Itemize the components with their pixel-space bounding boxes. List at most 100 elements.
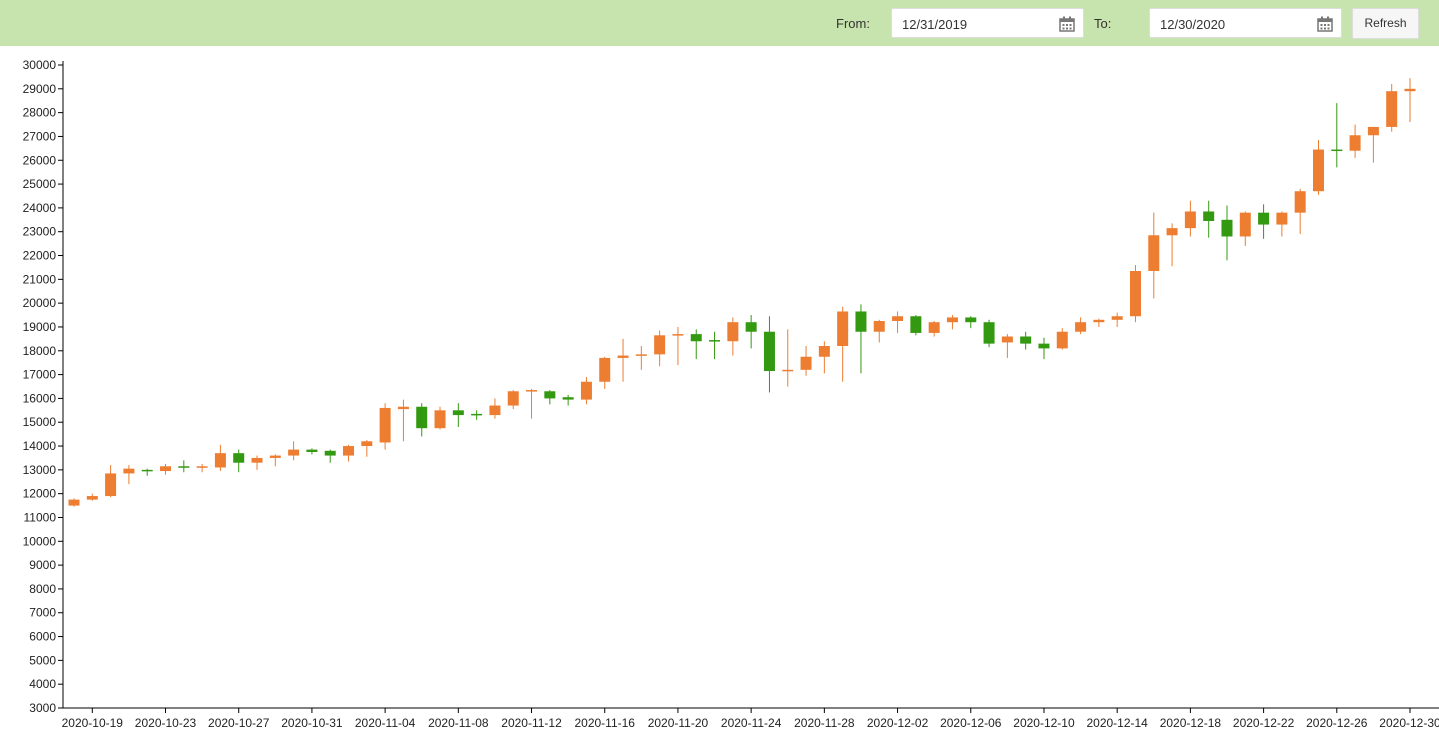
x-tick-label: 2020-11-24: [721, 716, 782, 730]
candle-body: [160, 466, 172, 472]
candle-body: [178, 466, 190, 468]
candle-body: [251, 457, 263, 463]
candle-body: [873, 321, 885, 332]
candle-body: [855, 311, 867, 332]
candle-body: [544, 391, 556, 399]
candle-body: [580, 381, 592, 400]
toolbar: From: 12/31/2019 To: 12/30/2020 Refresh: [0, 0, 1439, 46]
from-date-input[interactable]: 12/31/2019: [891, 8, 1084, 38]
candle-body: [690, 334, 702, 342]
y-tick-label: 26000: [23, 153, 57, 167]
candle-body: [1331, 149, 1343, 152]
x-tick-label: 2020-12-30: [1379, 716, 1439, 730]
candle-body: [214, 453, 226, 468]
x-tick-label: 2020-12-22: [1233, 716, 1295, 730]
x-tick-label: 2020-11-08: [428, 716, 489, 730]
to-date-input[interactable]: 12/30/2020: [1149, 8, 1342, 38]
to-label: To:: [1094, 16, 1112, 31]
candle-body: [416, 406, 428, 429]
from-date: 12/31/2019: [902, 17, 968, 32]
candle-body: [800, 356, 812, 370]
candle-body: [727, 322, 739, 342]
x-tick-label: 2020-11-20: [648, 716, 709, 730]
candle-body: [452, 410, 464, 416]
x-tick-label: 2020-10-27: [208, 716, 270, 730]
x-tick-label: 2020-11-04: [355, 716, 416, 730]
x-tick-label: 2020-12-06: [940, 716, 1002, 730]
x-tick-label: 2020-12-18: [1160, 716, 1222, 730]
candle-body: [1129, 270, 1141, 317]
y-tick-label: 29000: [23, 82, 57, 96]
y-tick-label: 30000: [23, 58, 57, 72]
y-tick-label: 14000: [23, 439, 57, 453]
candle-body: [1258, 212, 1270, 225]
candle-body: [1386, 91, 1398, 127]
candle-body: [1294, 191, 1306, 213]
candle-body: [1075, 322, 1087, 332]
candle-body: [818, 346, 830, 357]
y-tick-label: 18000: [23, 344, 57, 358]
candle-body: [617, 355, 629, 358]
x-tick-label: 2020-12-26: [1306, 716, 1368, 730]
candle-body: [1349, 135, 1361, 151]
y-tick-label: 15000: [23, 415, 57, 429]
candle-body: [1038, 343, 1050, 349]
candlestick-chart: 3000 4000 5000 6000 7000 8000 9000 10000 11000 12…: [23, 58, 1439, 730]
x-tick-label: 2020-11-12: [501, 716, 562, 730]
candle-body: [1239, 212, 1251, 237]
candle-body: [489, 405, 501, 416]
candle-body: [1221, 219, 1233, 237]
y-tick-label: 11000: [24, 510, 57, 524]
candle-body: [105, 473, 117, 497]
candle-body: [141, 469, 153, 472]
candle-body: [306, 449, 318, 452]
candle-body: [965, 317, 977, 323]
y-tick-label: 6000: [29, 630, 56, 644]
y-tick-label: 10000: [23, 534, 57, 548]
candle-body: [123, 468, 135, 474]
x-tick-label: 2020-11-28: [794, 716, 855, 730]
x-tick-label: 2020-11-16: [574, 716, 635, 730]
y-tick-label: 3000: [29, 701, 56, 715]
x-tick-label: 2020-10-31: [281, 716, 343, 730]
y-tick-label: 4000: [29, 677, 56, 691]
y-tick-label: 20000: [23, 296, 57, 310]
candle-body: [379, 407, 391, 443]
candle-body: [68, 499, 80, 506]
candle-body: [837, 311, 849, 347]
candle-body: [635, 354, 647, 356]
to-date: 12/30/2020: [1160, 17, 1226, 32]
candle-body: [892, 316, 904, 322]
candle-body: [1056, 331, 1068, 349]
candle-body: [288, 449, 300, 456]
candle-body: [1020, 336, 1032, 344]
y-tick-label: 23000: [23, 225, 57, 239]
y-tick-label: 16000: [23, 391, 57, 405]
candle-body: [1276, 212, 1288, 225]
refresh-button[interactable]: Refresh: [1352, 8, 1419, 39]
y-tick-label: 5000: [29, 653, 56, 667]
candle-body: [361, 441, 373, 447]
candle-body: [1166, 228, 1178, 236]
candle-body: [1001, 336, 1013, 343]
x-tick-label: 2020-12-14: [1086, 716, 1148, 730]
y-tick-label: 17000: [23, 368, 57, 382]
y-tick-label: 9000: [29, 558, 56, 572]
y-tick-label: 19000: [23, 320, 57, 334]
candle-body: [599, 357, 611, 382]
candle-body: [782, 369, 794, 372]
candle-body: [434, 410, 446, 429]
x-tick-label: 2020-10-19: [62, 716, 124, 730]
y-tick-label: 22000: [23, 249, 57, 263]
candle-body: [1184, 211, 1196, 229]
calendar-icon[interactable]: [1059, 16, 1075, 32]
y-tick-label: 25000: [23, 177, 57, 191]
candle-body: [1111, 316, 1123, 320]
calendar-icon[interactable]: [1317, 16, 1333, 32]
candle-body: [1367, 126, 1379, 136]
candle-body: [672, 334, 684, 336]
y-tick-label: 28000: [23, 106, 57, 120]
candle-body: [1148, 235, 1160, 271]
candle-body: [269, 455, 281, 458]
candle-body: [709, 340, 721, 342]
